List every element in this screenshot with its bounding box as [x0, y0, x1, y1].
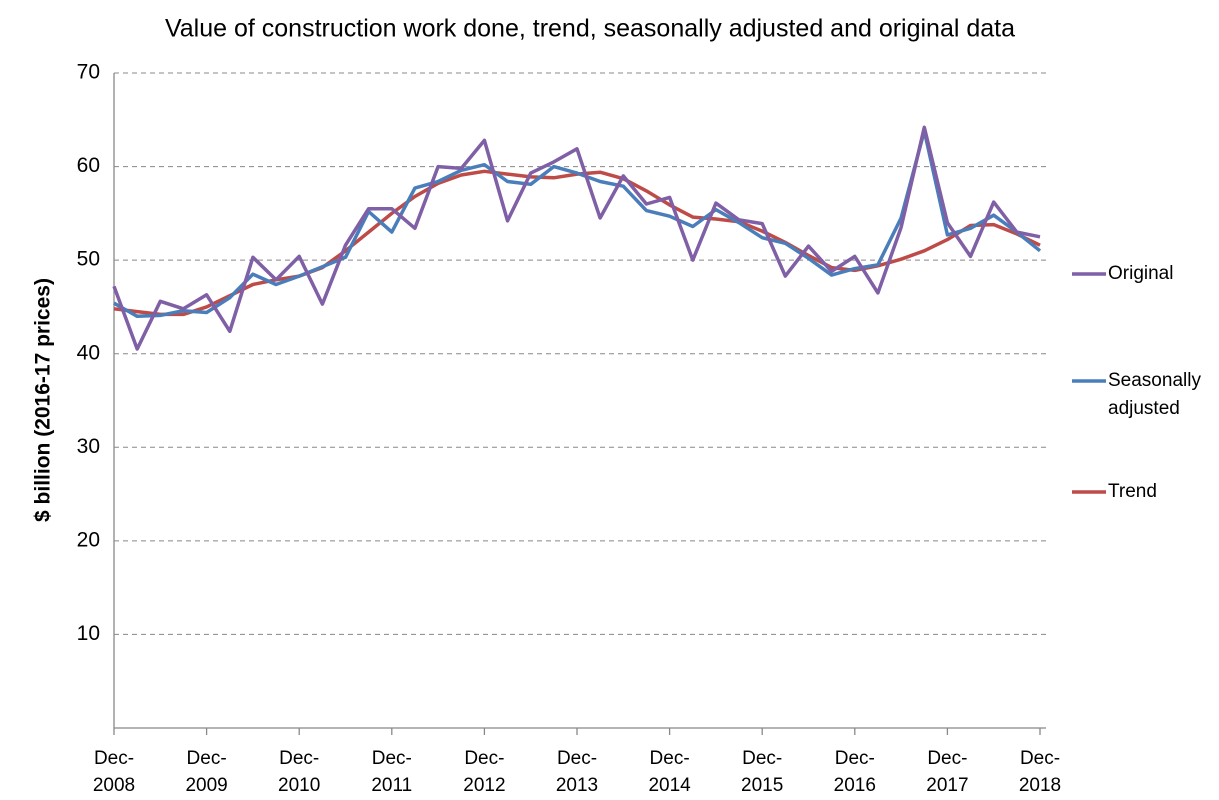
y-tick-label: 10 — [77, 622, 100, 645]
x-tick-label: Dec-2013 — [555, 748, 599, 796]
x-tick-label: Dec-2016 — [833, 748, 876, 796]
series-line — [113, 129, 1042, 319]
y-tick-label: 70 — [77, 61, 100, 84]
x-tick-label: Dec-2015 — [741, 748, 784, 796]
x-tick-label: Dec-2017 — [926, 748, 969, 796]
x-tick-label: Dec-2011 — [371, 748, 413, 796]
series-line — [113, 169, 1041, 317]
x-tick-label: Dec-2012 — [463, 748, 506, 796]
chart-title: Value of construction work done, trend, … — [165, 15, 1015, 43]
y-tick-label: 60 — [77, 154, 100, 177]
x-tick-label: Dec-2018 — [1018, 748, 1062, 796]
x-tick-label: Dec-2008 — [92, 748, 136, 796]
y-tick-label: 50 — [77, 248, 100, 271]
y-tick-label: 40 — [77, 341, 100, 364]
y-tick-label: 30 — [77, 435, 100, 458]
y-tick-label: 20 — [77, 528, 100, 551]
legend-label: Trend — [1108, 481, 1157, 502]
legend-label: Seasonally adjusted — [1108, 370, 1201, 419]
x-tick-label: Dec-2010 — [278, 748, 321, 796]
y-axis-label: $ billion (2016-17 prices) — [32, 278, 55, 522]
legend-label: Original — [1108, 263, 1174, 284]
series-line — [112, 125, 1041, 351]
x-tick-label: Dec-2009 — [185, 748, 228, 796]
x-tick-label: Dec-2014 — [648, 748, 691, 796]
